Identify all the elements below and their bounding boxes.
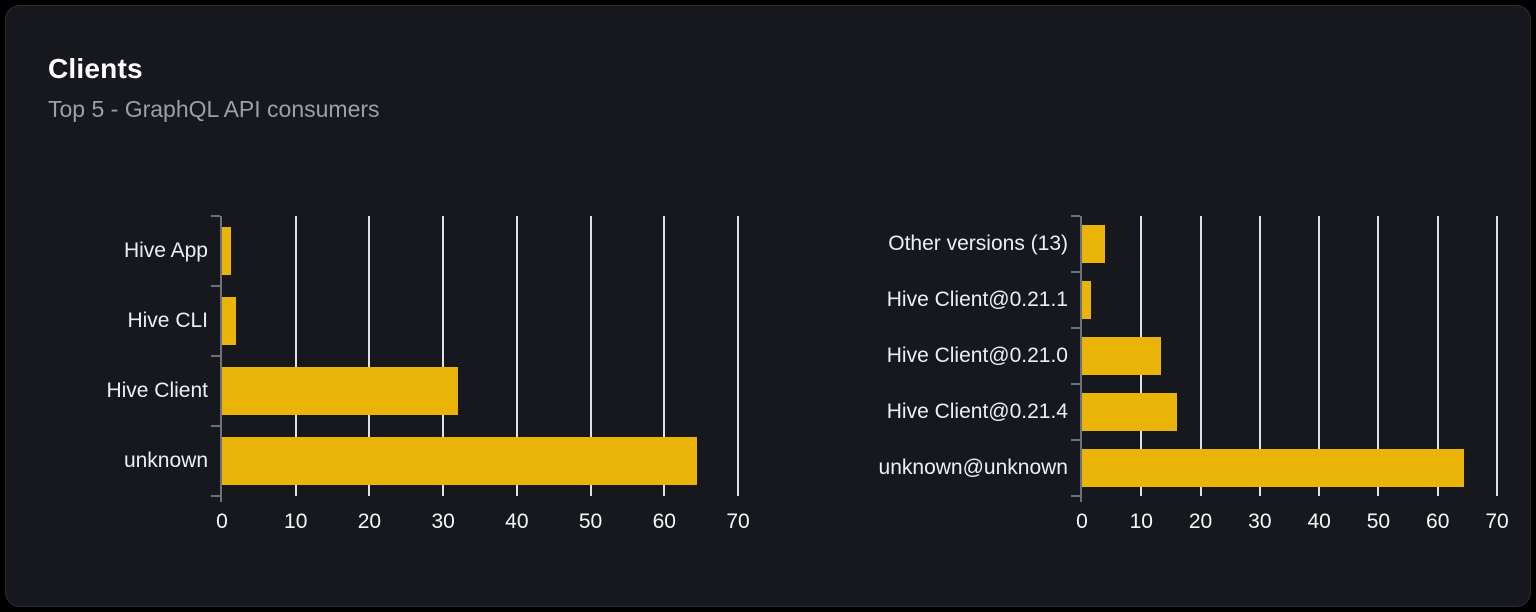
gridline <box>1258 216 1261 496</box>
y-axis-tick <box>211 215 220 217</box>
x-tick-label: 30 <box>1248 510 1272 533</box>
bar <box>222 297 236 345</box>
bar-row <box>1082 216 1497 272</box>
bar-row <box>222 286 738 356</box>
x-tick-label: 70 <box>726 510 750 533</box>
bar-row <box>1082 440 1497 496</box>
y-axis-tick <box>211 355 220 357</box>
x-tick-label: 20 <box>1188 510 1213 533</box>
y-axis-tick <box>1071 383 1080 385</box>
y-axis-tick <box>1071 439 1080 441</box>
bar-row <box>222 216 738 286</box>
bar <box>1082 336 1162 376</box>
gridline <box>1318 216 1321 496</box>
bar <box>1082 448 1464 488</box>
bar <box>222 437 697 485</box>
y-axis-tick <box>1071 215 1080 217</box>
category-label: Hive App <box>123 239 208 262</box>
bar <box>222 367 458 415</box>
gridline <box>442 216 445 496</box>
bar <box>1082 280 1091 320</box>
category-label: Hive CLI <box>127 309 208 332</box>
clients-card: Clients Top 5 - GraphQL API consumers Hi… <box>5 5 1531 607</box>
category-label: Hive Client@0.21.0 <box>886 344 1068 367</box>
bar <box>222 227 231 275</box>
y-axis-tick <box>1071 271 1080 273</box>
gridline <box>589 216 592 496</box>
bar-row <box>1082 384 1497 440</box>
bar <box>1082 224 1105 264</box>
x-tick-label: 40 <box>1307 510 1331 533</box>
y-axis-line <box>220 216 222 502</box>
x-tick-label: 0 <box>216 510 228 533</box>
x-tick-label: 10 <box>284 510 308 533</box>
y-axis-tick <box>211 425 220 427</box>
gridline <box>737 216 739 496</box>
gridline <box>294 216 297 496</box>
category-label: Other versions (13) <box>888 232 1068 255</box>
card-title: Clients <box>48 53 143 84</box>
y-axis-tick <box>211 285 220 287</box>
x-tick-label: 30 <box>431 510 455 533</box>
x-tick-label: 10 <box>1129 510 1153 533</box>
category-label: Hive Client@0.21.4 <box>886 400 1068 423</box>
x-tick-label: 70 <box>1485 510 1509 533</box>
card-subtitle: Top 5 - GraphQL API consumers <box>48 95 380 122</box>
y-axis-tick <box>1071 495 1080 497</box>
y-axis-tick <box>211 495 220 497</box>
x-tick-label: 50 <box>1366 510 1391 533</box>
gridline <box>1199 216 1202 496</box>
gridline <box>515 216 518 496</box>
x-tick-label: 50 <box>578 510 603 533</box>
x-tick-label: 20 <box>357 510 382 533</box>
category-label: Hive Client <box>106 379 208 402</box>
clients-by-name-chart: Hive App Hive CLI Hive Client unknown 0 10 20… <box>66 215 750 532</box>
gridline <box>1377 216 1380 496</box>
gridline <box>663 216 666 496</box>
category-label: unknown@unknown <box>878 456 1068 479</box>
bar <box>1082 392 1178 432</box>
x-tick-label: 60 <box>1426 510 1450 533</box>
clients-by-version-chart: Other versions (13) Hive Client@0.21.1 Hiv… <box>826 215 1509 532</box>
category-label: unknown <box>123 449 208 472</box>
plot-area: 0 10 20 30 40 50 60 70 <box>1071 215 1509 532</box>
bar-row <box>1082 272 1497 328</box>
x-tick-label: 40 <box>505 510 529 533</box>
gridline <box>368 216 371 496</box>
y-axis-line <box>1080 216 1082 502</box>
plot-area: 0 10 20 30 40 50 60 70 <box>211 215 750 532</box>
y-axis-labels: Other versions (13) Hive Client@0.21.1 Hiv… <box>826 216 1082 496</box>
card-header: Clients Top 5 - GraphQL API consumers <box>48 53 380 122</box>
x-tick-label: 60 <box>652 510 676 533</box>
x-tick-label: 0 <box>1076 510 1088 533</box>
y-axis-tick <box>1071 327 1080 329</box>
category-label: Hive Client@0.21.1 <box>886 288 1068 311</box>
y-axis-labels: Hive App Hive CLI Hive Client unknown <box>66 216 222 496</box>
bar-row <box>222 356 738 426</box>
gridline <box>1436 216 1439 496</box>
bar-row <box>222 426 738 496</box>
bar-row <box>1082 328 1497 384</box>
gridline <box>1496 216 1498 496</box>
